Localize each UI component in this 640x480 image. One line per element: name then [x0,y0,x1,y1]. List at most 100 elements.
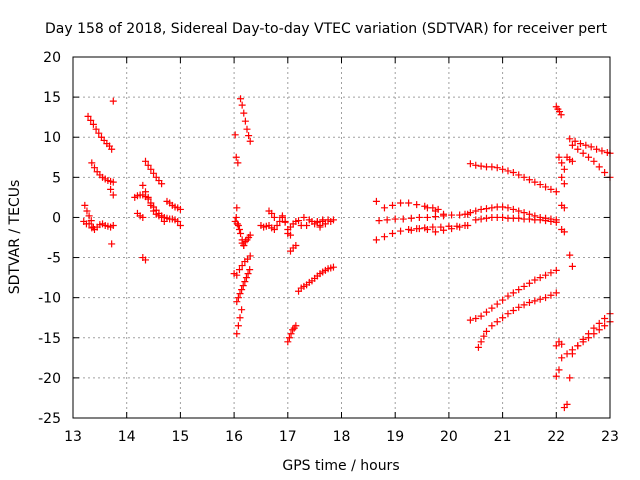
data-point [372,236,380,244]
data-series [568,310,614,358]
data-points [80,95,614,412]
data-point [407,226,415,234]
data-point [289,326,297,334]
data-point [440,210,448,218]
data-point [558,173,566,181]
data-point [504,310,512,318]
data-point [504,292,512,300]
data-point [585,153,593,161]
data-point [407,214,415,222]
data-series [237,95,254,145]
data-point [82,220,90,228]
data-point [560,204,568,212]
data-point [552,188,560,196]
data-point [515,207,523,215]
data-point [574,342,582,350]
data-point [232,153,240,161]
data-point [536,274,544,282]
data-series [566,135,614,157]
data-series [108,240,116,248]
x-tick-label: 22 [547,429,565,445]
data-point [568,262,576,270]
data-series [141,157,166,188]
data-series [231,131,241,212]
data-point [141,157,149,165]
data-series [407,221,472,236]
data-point [139,213,147,221]
data-point [590,324,598,332]
data-point [144,161,152,169]
data-point [236,314,244,322]
data-point [480,332,488,340]
data-point [515,214,523,222]
data-point [233,220,241,228]
data-point [233,298,241,306]
data-point [560,180,568,188]
data-point [235,266,243,274]
data-point [571,137,579,145]
data-point [144,193,152,201]
data-point [477,205,485,213]
data-point [84,112,92,120]
data-series [472,213,560,226]
data-point [246,231,254,239]
data-point [431,207,439,215]
data-point [547,291,555,299]
data-point [235,225,243,233]
data-point [319,217,327,225]
data-point [488,163,496,171]
data-point [488,304,496,312]
data-point [158,213,166,221]
data-point [158,180,166,188]
data-point [464,221,472,229]
data-point [423,225,431,233]
data-point [542,183,550,191]
data-point [109,221,117,229]
data-point [568,141,576,149]
data-series [375,210,472,225]
y-tick-label: 10 [43,130,61,146]
y-axis-label: SDTVAR / TECUs [7,180,23,295]
data-point [108,240,116,248]
data-point [174,217,182,225]
data-point [139,181,147,189]
data-point [300,213,308,221]
data-series [552,366,563,380]
y-tick-label: -25 [38,411,61,427]
data-point [160,217,168,225]
data-point [246,137,254,145]
data-point [176,205,184,213]
data-point [477,312,485,320]
data-point [482,327,490,335]
y-tick-label: 20 [43,50,61,66]
x-tick-label: 14 [118,429,136,445]
data-point [287,330,295,338]
data-point [95,129,103,137]
data-point [482,214,490,222]
x-axis-label: GPS time / hours [282,458,399,474]
data-point [472,207,480,215]
data-point [270,213,278,221]
data-point [576,140,584,148]
data-point [292,322,300,330]
data-point [109,191,117,199]
data-point [595,326,603,334]
data-point [482,308,490,316]
data-point [472,315,480,323]
data-point [305,216,313,224]
data-point [555,153,563,161]
data-point [389,229,397,237]
data-point [515,303,523,311]
data-point [536,181,544,189]
data-point [520,209,528,217]
data-point [525,279,533,287]
data-point [531,276,539,284]
data-point [234,221,242,229]
data-point [558,340,566,348]
data-point [509,169,517,177]
data-point [598,147,606,155]
data-series [163,197,184,213]
data-point [499,213,507,221]
data-point [525,176,533,184]
